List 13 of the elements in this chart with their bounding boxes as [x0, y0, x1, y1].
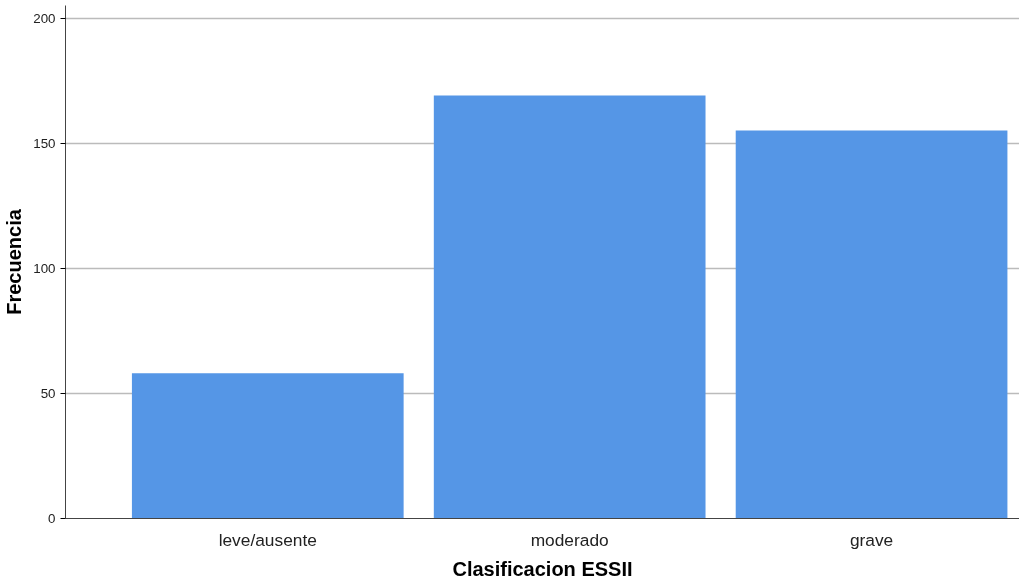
y-tick-label: 100	[33, 260, 56, 276]
bar	[433, 95, 706, 519]
y-axis-title: Frecuencia	[3, 208, 26, 315]
bar	[735, 130, 1008, 519]
y-tick-label: 150	[33, 135, 56, 151]
y-tick-label: 50	[40, 385, 56, 401]
y-tick-label: 0	[48, 511, 56, 526]
x-tick-label: moderado	[530, 529, 609, 550]
y-tick-label: 200	[33, 10, 56, 26]
x-axis-title: Clasificacion ESSII	[452, 557, 633, 580]
x-tick-label: leve/ausente	[218, 529, 317, 550]
x-tick-label: grave	[849, 529, 894, 550]
bar	[131, 373, 404, 519]
